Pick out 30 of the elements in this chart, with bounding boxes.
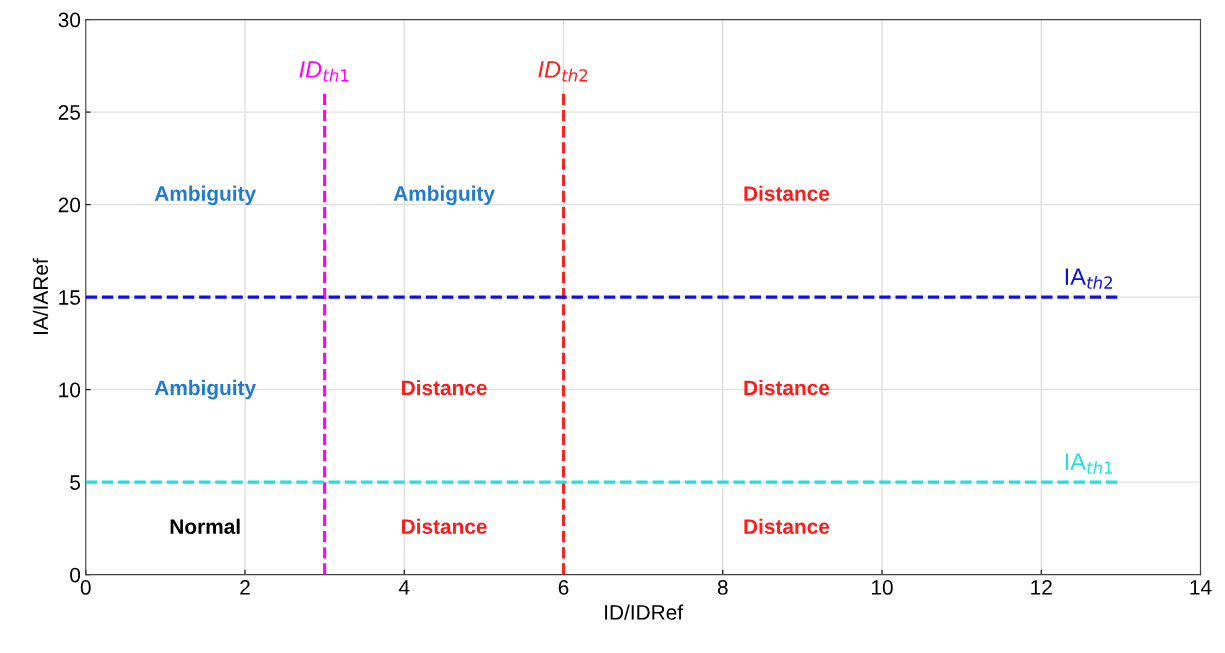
annotation: Distance xyxy=(402,379,487,396)
x-axis-title: ID/IDRef xyxy=(605,604,684,620)
x-tick-label: 4 xyxy=(398,580,410,595)
annotation: Normal xyxy=(170,518,240,534)
y-tick-label: 5 xyxy=(70,475,81,490)
y-tick-label: 25 xyxy=(58,105,81,120)
x-tick-label: 12 xyxy=(1031,580,1052,595)
x-tick-label: 6 xyxy=(558,580,569,595)
y-tick-label: 20 xyxy=(58,197,81,213)
x-tick-label: 14 xyxy=(1190,580,1212,595)
x-tick-label: 8 xyxy=(717,580,728,595)
x-tick-label: 2 xyxy=(240,580,250,595)
annotation: Ambiguity xyxy=(154,185,256,206)
annotation: Distance xyxy=(744,185,830,201)
annotation: Distance xyxy=(744,518,830,534)
annotation: Distance xyxy=(744,379,830,396)
series-label: IA$_{th2}$ xyxy=(1065,268,1112,289)
y-tick-label: 30 xyxy=(58,12,81,28)
x-tick-label: 0 xyxy=(80,580,91,595)
x-tick-label: 10 xyxy=(872,580,893,595)
series-label: IA$_{th1}$ xyxy=(1065,453,1113,474)
y-tick-label: 0 xyxy=(70,567,81,583)
annotation: Ambiguity xyxy=(154,379,256,400)
series-label: ID$_{th2}$ xyxy=(538,61,588,82)
y-tick-label: 10 xyxy=(59,382,81,398)
series-label: ID$_{th1}$ xyxy=(299,61,349,82)
annotation: Ambiguity xyxy=(393,185,495,206)
y-tick-label: 15 xyxy=(59,290,81,305)
annotation: Distance xyxy=(402,518,487,534)
y-axis-title: IA/IARef xyxy=(32,258,49,334)
